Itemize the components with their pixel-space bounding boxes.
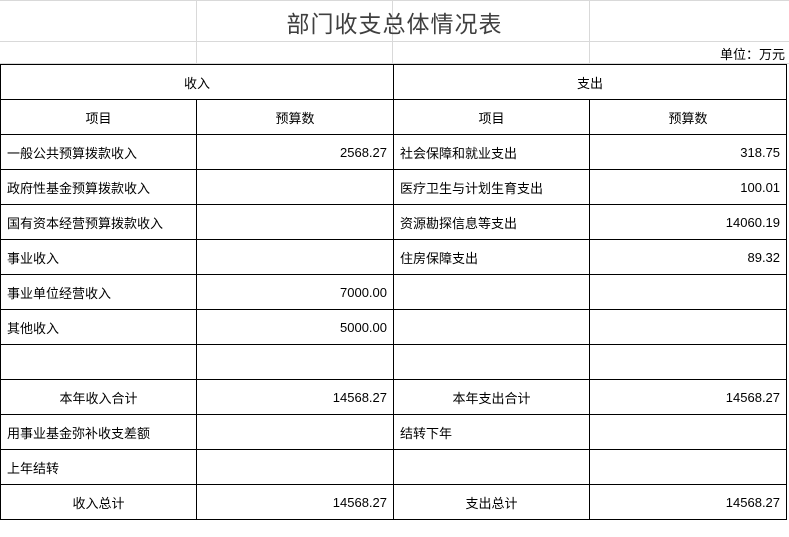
cell-income-item: 本年收入合计	[0, 379, 197, 415]
table-row: 事业收入 住房保障支出 89.32	[0, 239, 788, 275]
cell-income-item: 政府性基金预算拨款收入	[0, 169, 197, 205]
report-title-row: 部门收支总体情况表	[0, 2, 789, 41]
budget-table: 收入 支出 项目 预算数 项目 预算数 一般公共预算拨款收入 2568.27 社会保…	[0, 64, 788, 520]
table-row: 一般公共预算拨款收入 2568.27 社会保障和就业支出 318.75	[0, 134, 788, 170]
cell-income-budget: 14568.27	[195, 379, 395, 415]
cell-expenditure-budget: 89.32	[589, 239, 788, 275]
cell-expenditure-item: 医疗卫生与计划生育支出	[393, 169, 591, 205]
grid-hline-1	[0, 41, 789, 42]
table-row: 事业单位经营收入 7000.00	[0, 274, 788, 310]
cell-income-item: 用事业基金弥补收支差额	[0, 414, 197, 450]
cell-expenditure-budget	[589, 274, 788, 310]
cell-income-item: 上年结转	[0, 449, 197, 485]
cell-income-item: 国有资本经营预算拨款收入	[0, 204, 197, 240]
cell-expenditure-item	[393, 449, 591, 485]
background-gridlines	[0, 0, 789, 65]
table-row: 国有资本经营预算拨款收入 资源勘探信息等支出 14060.19	[0, 204, 788, 240]
unit-note: 单位：万元	[719, 46, 785, 62]
cell-expenditure-item: 资源勘探信息等支出	[393, 204, 591, 240]
grid-vline-0	[196, 0, 197, 65]
cell-expenditure-item: 社会保障和就业支出	[393, 134, 591, 170]
cell-expenditure-budget: 318.75	[589, 134, 788, 170]
cell-expenditure-item	[393, 309, 591, 345]
cell-expenditure-budget: 14568.27	[589, 484, 788, 520]
cell-expenditure-item	[393, 274, 591, 310]
cell-income-item: 事业单位经营收入	[0, 274, 197, 310]
group-header-income: 收入	[0, 64, 395, 100]
table-row: 收入总计 14568.27 支出总计 14568.27	[0, 484, 788, 520]
cell-income-item: 一般公共预算拨款收入	[0, 134, 197, 170]
cell-income-budget	[195, 204, 395, 240]
unit-note-row: 单位：万元	[0, 42, 789, 64]
cell-income-budget	[195, 449, 395, 485]
cell-expenditure-budget: 14060.19	[589, 204, 788, 240]
cell-income-budget	[195, 344, 395, 380]
table-row: 其他收入 5000.00	[0, 309, 788, 345]
cell-income-budget: 7000.00	[195, 274, 395, 310]
table-row: 用事业基金弥补收支差额 结转下年	[0, 414, 788, 450]
column-header-row: 项目 预算数 项目 预算数	[0, 99, 788, 135]
cell-expenditure-budget	[589, 309, 788, 345]
budget-table-body: 收入 支出 项目 预算数 项目 预算数 一般公共预算拨款收入 2568.27 社会保…	[0, 64, 788, 520]
group-header-expenditure: 支出	[393, 64, 788, 100]
grid-vline-2	[589, 0, 590, 65]
table-row: 上年结转	[0, 449, 788, 485]
grid-hline-0	[0, 0, 789, 1]
column-header-income-item: 项目	[0, 99, 197, 135]
table-row	[0, 344, 788, 380]
cell-expenditure-item: 支出总计	[393, 484, 591, 520]
cell-expenditure-budget: 100.01	[589, 169, 788, 205]
cell-expenditure-item: 本年支出合计	[393, 379, 591, 415]
table-row: 政府性基金预算拨款收入 医疗卫生与计划生育支出 100.01	[0, 169, 788, 205]
grid-hline-2	[0, 63, 789, 64]
cell-income-item: 事业收入	[0, 239, 197, 275]
cell-expenditure-budget	[589, 414, 788, 450]
cell-expenditure-budget	[589, 344, 788, 380]
cell-expenditure-item	[393, 344, 591, 380]
cell-income-item: 其他收入	[0, 309, 197, 345]
column-header-expenditure-budget: 预算数	[589, 99, 788, 135]
cell-income-item	[0, 344, 197, 380]
cell-expenditure-budget	[589, 449, 788, 485]
cell-income-budget	[195, 239, 395, 275]
cell-income-budget: 2568.27	[195, 134, 395, 170]
cell-expenditure-item: 结转下年	[393, 414, 591, 450]
cell-income-budget	[195, 414, 395, 450]
cell-income-budget: 5000.00	[195, 309, 395, 345]
cell-income-budget: 14568.27	[195, 484, 395, 520]
page-title: 部门收支总体情况表	[286, 11, 503, 37]
column-header-income-budget: 预算数	[195, 99, 395, 135]
grid-vline-1	[392, 0, 393, 65]
cell-expenditure-budget: 14568.27	[589, 379, 788, 415]
table-row: 本年收入合计 14568.27 本年支出合计 14568.27	[0, 379, 788, 415]
column-header-expenditure-item: 项目	[393, 99, 591, 135]
group-header-row: 收入 支出	[0, 64, 788, 100]
cell-income-item: 收入总计	[0, 484, 197, 520]
cell-expenditure-item: 住房保障支出	[393, 239, 591, 275]
cell-income-budget	[195, 169, 395, 205]
